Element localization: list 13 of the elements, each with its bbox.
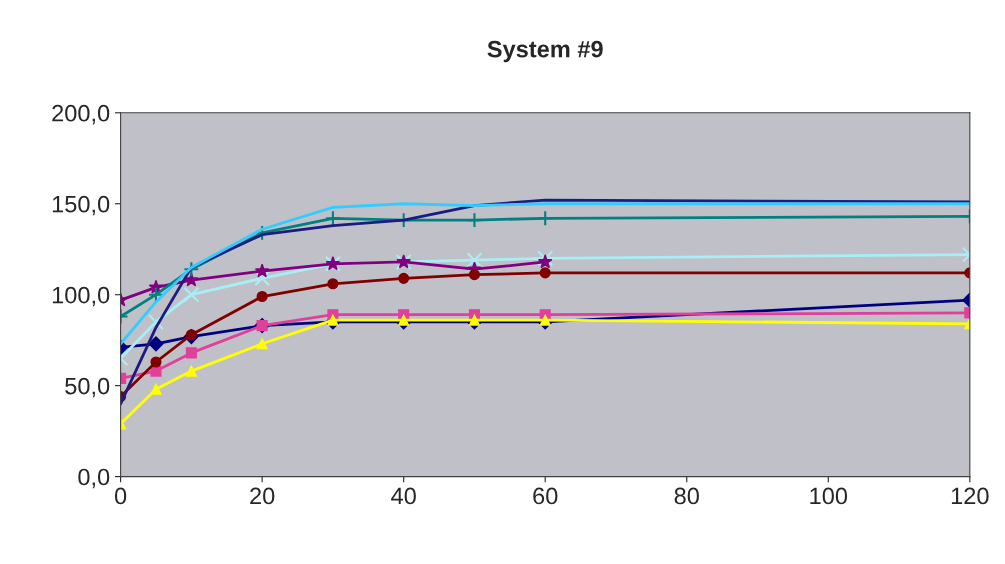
chart-title: System #9 [487, 40, 603, 63]
x-tick-label: 40 [391, 487, 416, 505]
x-tick-label: 120 [951, 487, 989, 505]
x-tick-label: 20 [250, 487, 275, 505]
y-tick-label: 100,0 [52, 286, 110, 307]
y-tick-label: 200,0 [52, 104, 110, 125]
x-tick-label: 100 [810, 487, 848, 505]
x-tick-label: 0 [114, 487, 127, 505]
x-tick-label: 80 [674, 487, 699, 505]
y-tick-label: 150,0 [52, 195, 110, 216]
x-tick-label: 60 [533, 487, 558, 505]
y-tick-label: 0,0 [78, 468, 110, 489]
y-tick-label: 50,0 [65, 377, 110, 398]
